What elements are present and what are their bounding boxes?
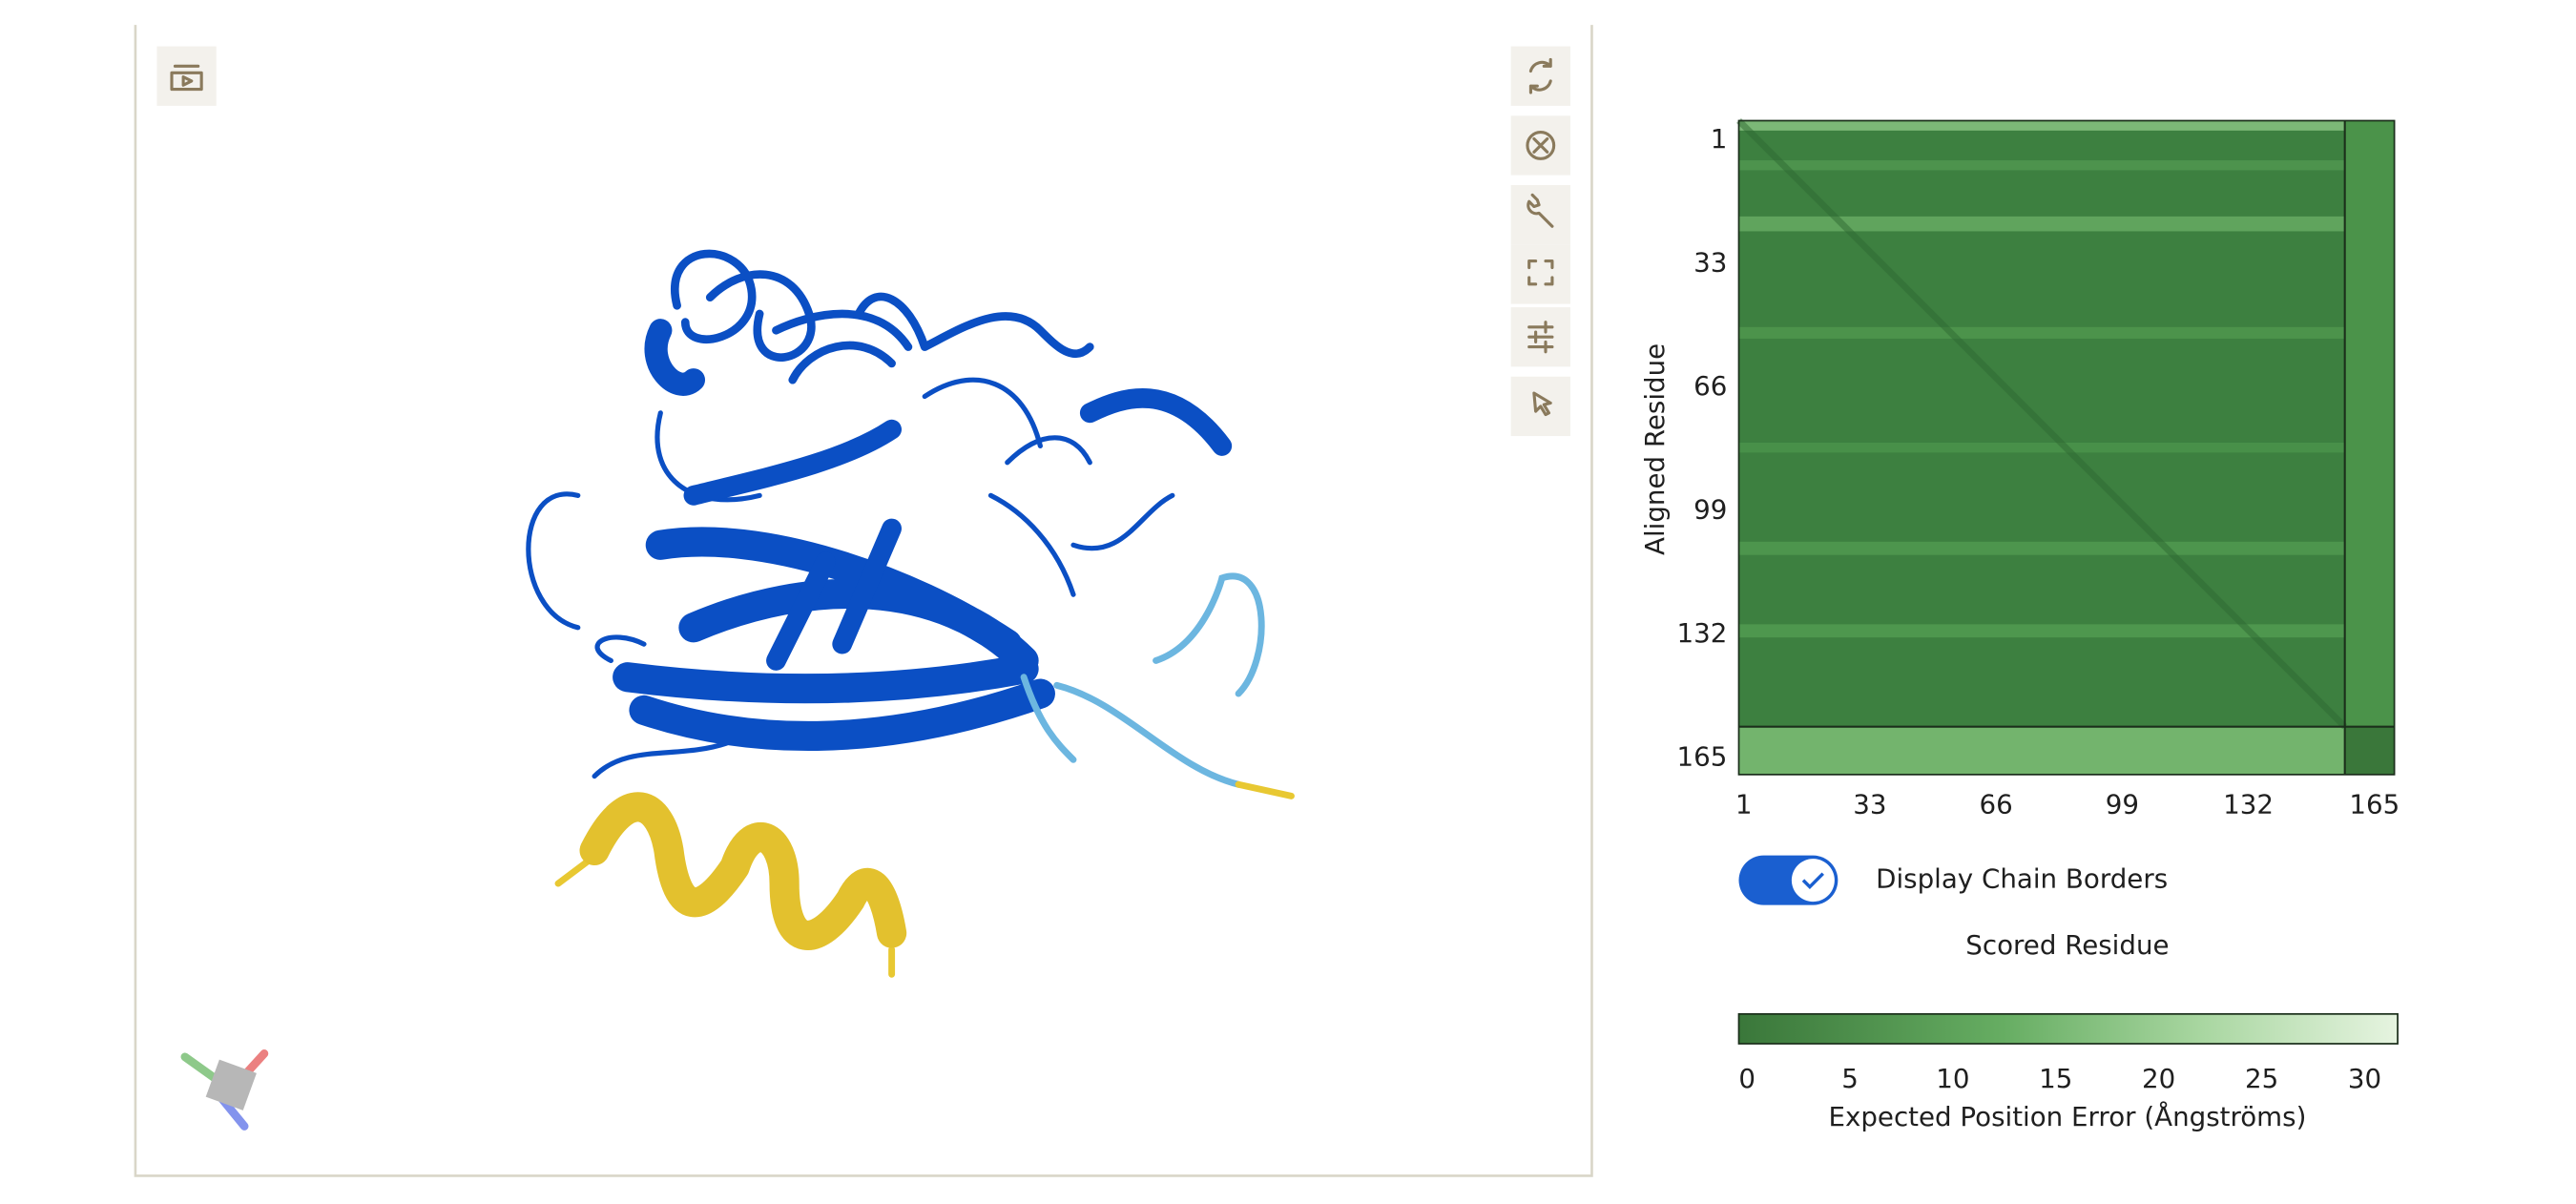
toggle-label: Display Chain Borders	[1876, 863, 2168, 895]
x-tick-label: 33	[1853, 789, 1886, 820]
x-tick-label: 66	[1980, 789, 2013, 820]
y-tick-label: 1	[1711, 123, 1728, 155]
color-scale-tick-label: 15	[2039, 1063, 2072, 1094]
animation-button[interactable]	[156, 46, 217, 106]
y-ticks: 1 33 66 99 132 165	[1677, 123, 1728, 772]
pae-heatmap	[1736, 118, 2396, 776]
y-axis-label: Aligned Residue	[1639, 343, 1671, 555]
color-scale-tick-label: 25	[2245, 1063, 2278, 1094]
color-scale-tick-label: 30	[2348, 1063, 2381, 1094]
color-scale-tick-label: 20	[2142, 1063, 2175, 1094]
color-scale-tick-label: 5	[1841, 1063, 1859, 1094]
x-ticks: 1 33 66 99 132 165	[1735, 789, 2399, 820]
chain-borders-toggle[interactable]	[1738, 855, 1839, 905]
y-tick-label: 33	[1693, 247, 1727, 279]
x-tick-label: 132	[2223, 789, 2274, 820]
axis-gizmo	[180, 1049, 269, 1131]
color-scale-bar	[1737, 1012, 2399, 1045]
y-tick-label: 132	[1677, 617, 1728, 649]
viewer-toolbar	[1510, 46, 1570, 437]
color-scale-tick-label: 10	[1936, 1063, 1969, 1094]
color-scale-tick-label: 0	[1738, 1063, 1755, 1094]
x-tick-label: 99	[2106, 789, 2139, 820]
color-scale-ticks: 0 5 10 15 20 25 30	[1738, 1063, 2381, 1094]
structure-viewer[interactable]	[134, 25, 1593, 1177]
protein-structure	[526, 249, 1295, 978]
y-tick-label: 165	[1677, 741, 1728, 773]
color-scale-label: Expected Position Error (Ångströms)	[1828, 1100, 2306, 1132]
x-axis-label: Scored Residue	[1965, 929, 2169, 961]
y-tick-label: 66	[1693, 370, 1727, 402]
fullscreen-button[interactable]	[1510, 244, 1570, 304]
x-tick-label: 1	[1735, 789, 1753, 820]
reset-button[interactable]	[1510, 46, 1570, 106]
x-tick-label: 165	[2349, 789, 2399, 820]
y-tick-label: 99	[1693, 494, 1727, 526]
